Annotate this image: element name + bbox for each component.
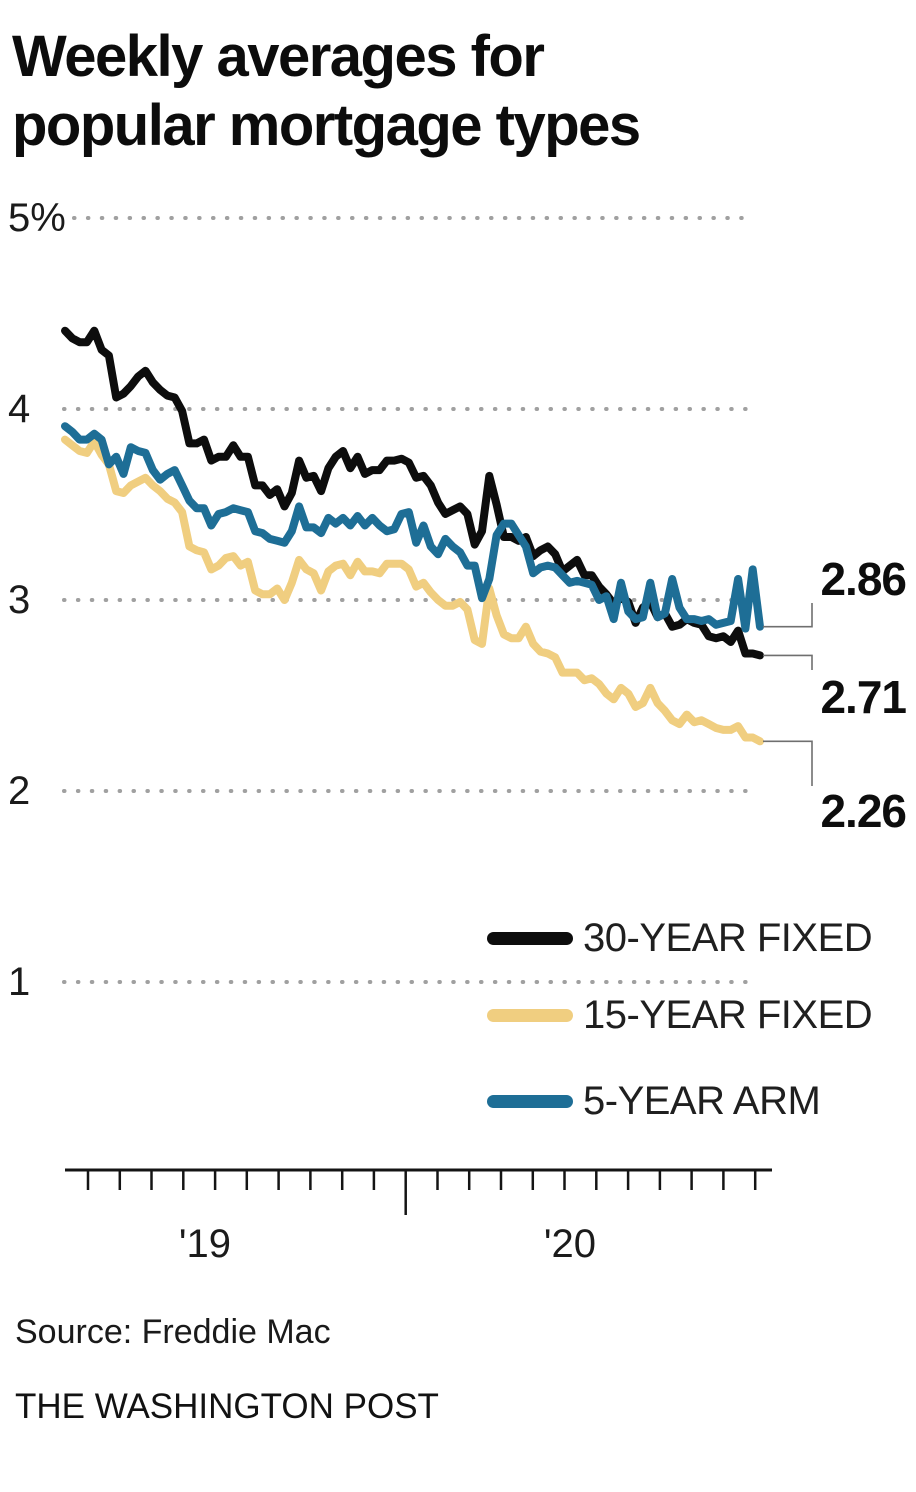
legend-label-30-year-fixed: 30-YEAR FIXED [583,915,873,960]
x-axis-label-19: '19 [178,1222,232,1266]
legend-swatch-15-year-fixed [487,1008,573,1022]
end-value-30-year-fixed: 2.71 [820,671,907,723]
x-axis-label-20: '20 [543,1222,597,1266]
legend-swatch-5-year-arm [487,1094,573,1108]
end-value-15-year-fixed: 2.26 [820,785,907,837]
legend-swatch-30-year-fixed [487,931,573,945]
annotation-connector-15-year-fixed [763,740,813,786]
publisher-credit: THE WASHINGTON POST [15,1387,439,1426]
line-15-year-fixed [61,435,764,746]
legend-label-5-year-arm: 5-YEAR ARM [583,1078,821,1123]
y-axis-label-2: 2 [8,769,31,813]
chart-title-line-1: Weekly averages for [12,24,545,89]
y-axis-label-3: 3 [8,578,31,622]
mortgage-rates-line-chart [61,216,813,1215]
annotation-connector-5-year-arm [763,603,813,628]
line-5-year-arm [61,422,764,633]
chart-title: Weekly averages for popular mortgage typ… [12,22,641,160]
y-axis-label-4: 4 [8,387,31,431]
annotation-connector-30-year-fixed [763,654,813,670]
source-note: Source: Freddie Mac [15,1313,331,1351]
legend-item-30-year-fixed: 30-YEAR FIXED [487,915,873,961]
end-value-5-year-arm: 2.86 [820,553,907,605]
chart-title-line-2: popular mortgage types [12,93,641,158]
y-axis-label-1: 1 [8,960,31,1004]
y-axis-label-5pct: 5% [8,196,66,240]
legend-item-5-year-arm: 5-YEAR ARM [487,1078,821,1124]
legend-label-15-year-fixed: 15-YEAR FIXED [583,992,873,1037]
legend-item-15-year-fixed: 15-YEAR FIXED [487,992,873,1038]
